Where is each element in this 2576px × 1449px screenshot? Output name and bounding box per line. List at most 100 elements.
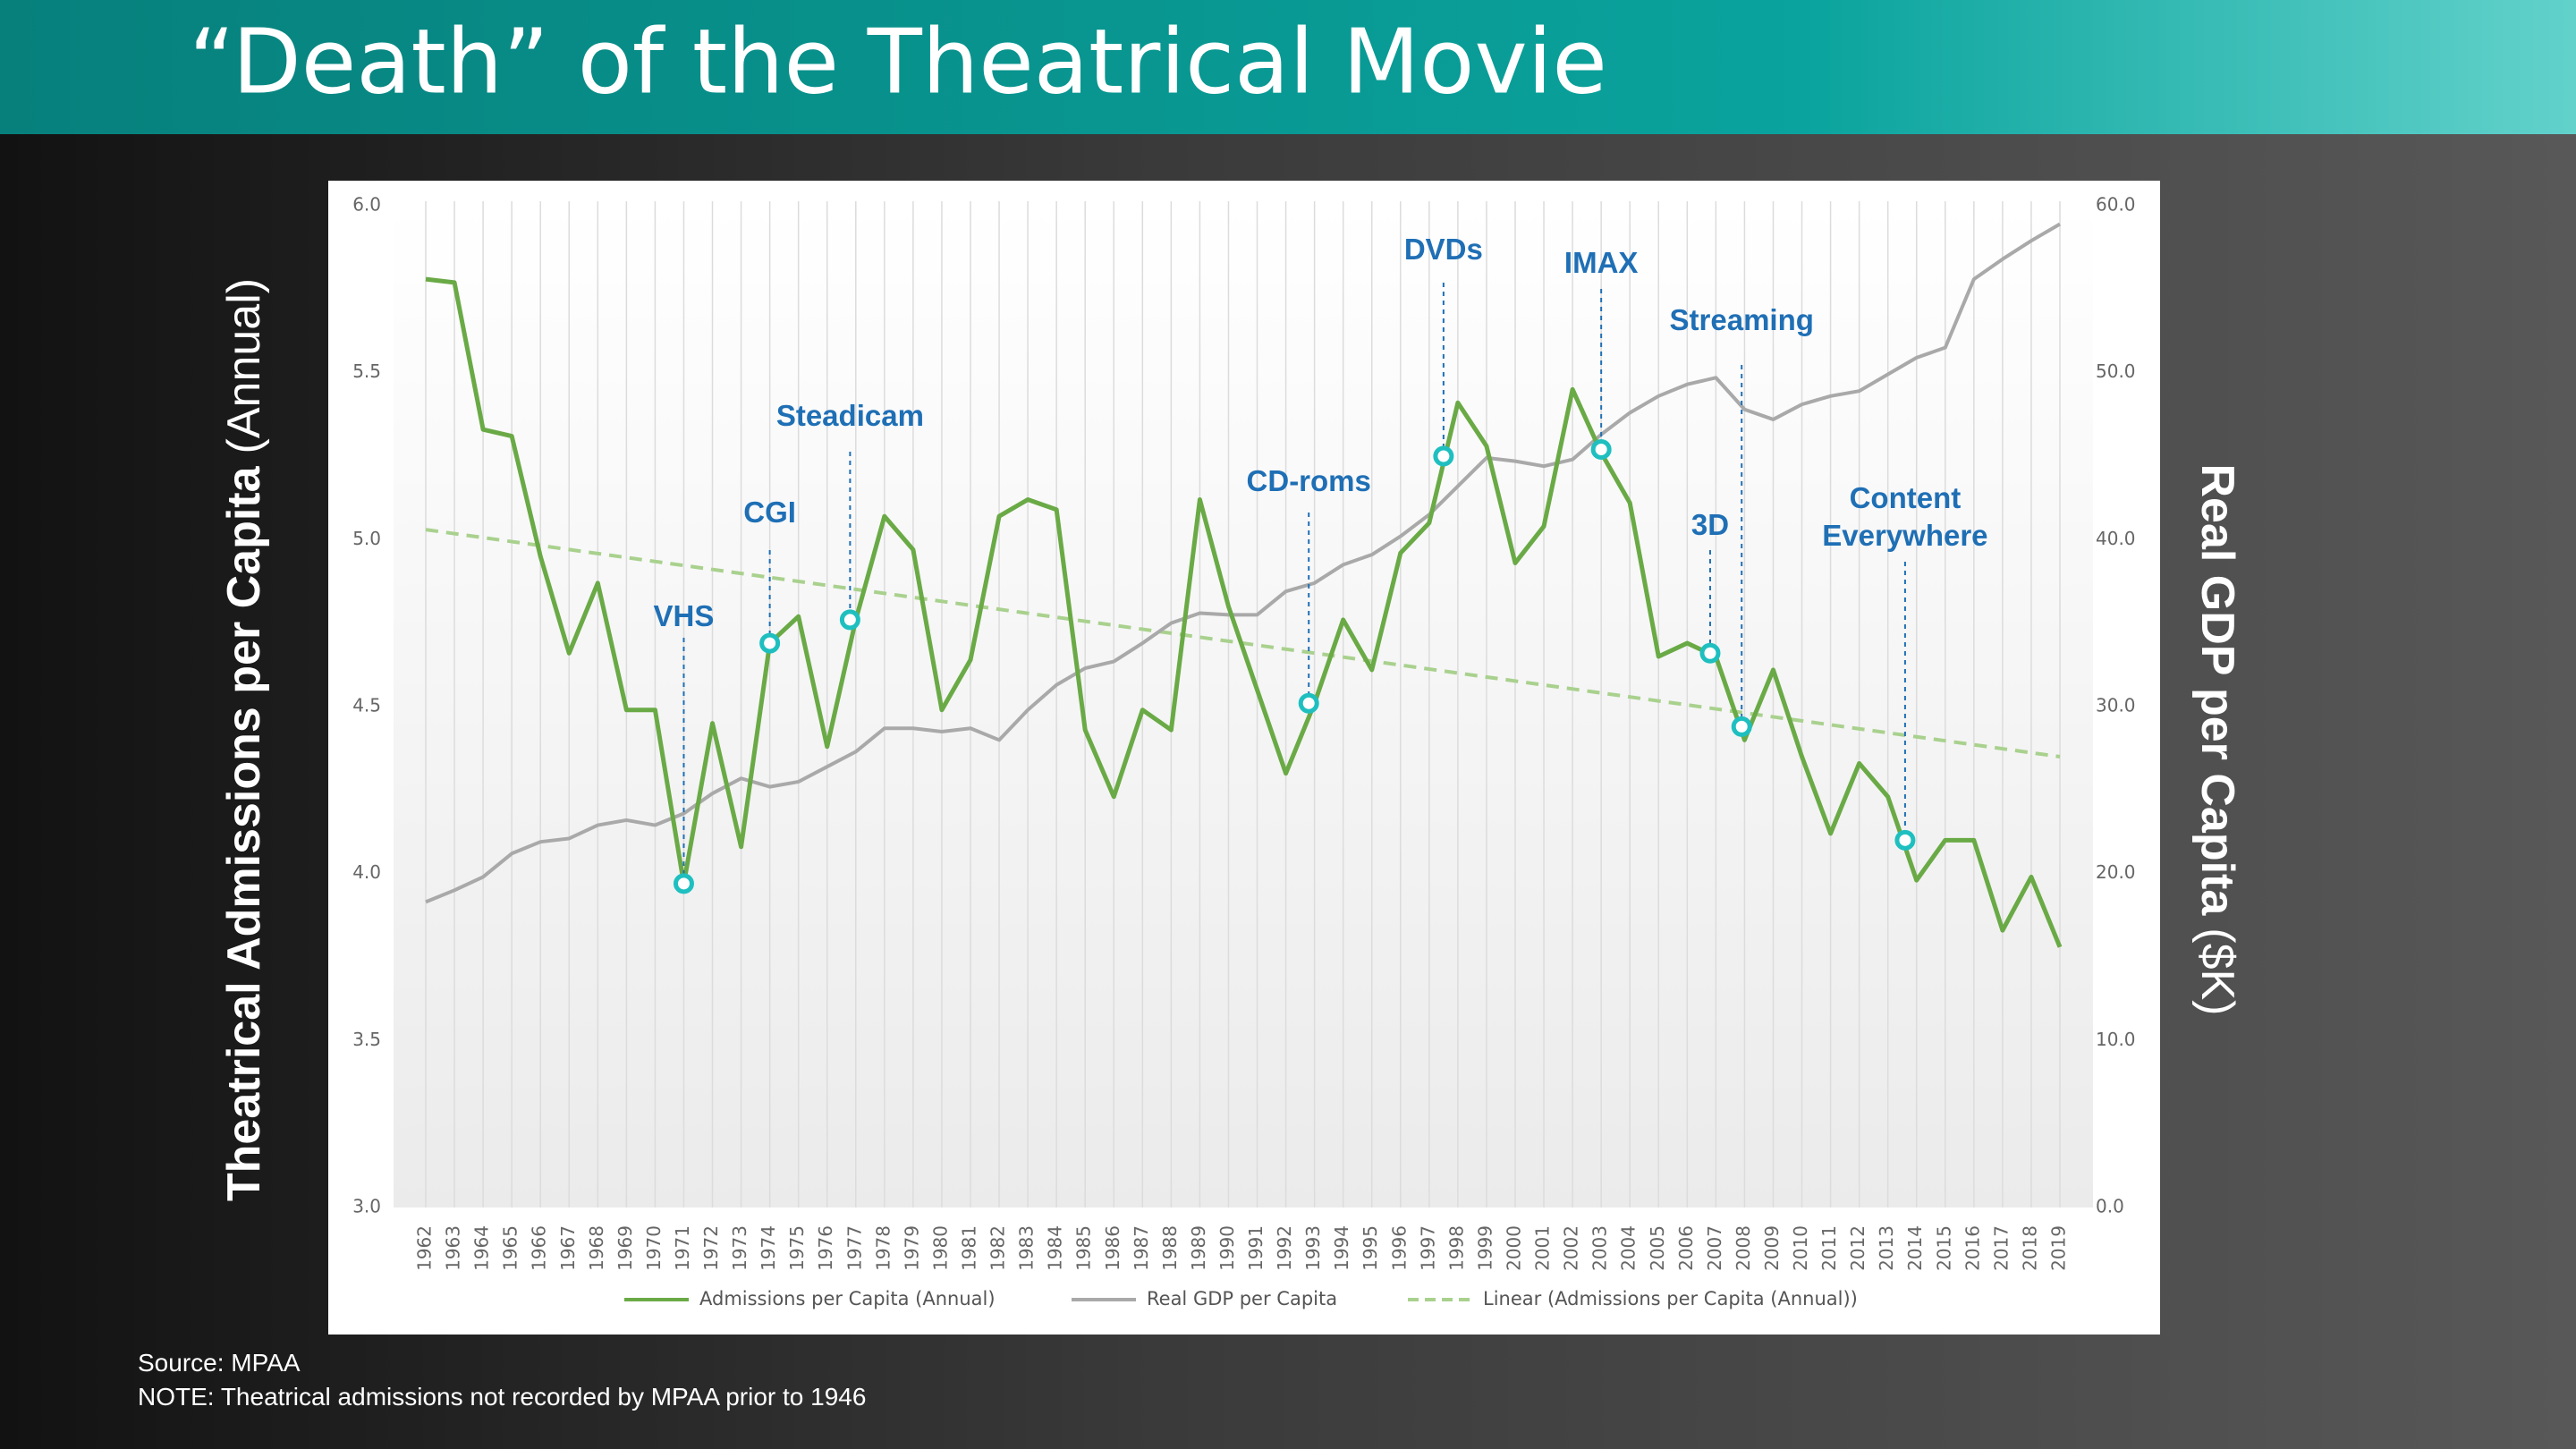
y2-tick-label: 30.0 bbox=[2096, 695, 2136, 716]
y-axis-label: Theatrical Admissions per Capita bbox=[218, 465, 270, 1201]
x-tick-label: 1973 bbox=[729, 1225, 750, 1271]
annotation-label: VHS bbox=[653, 599, 715, 632]
y2-axis-label: Real GDP per Capita bbox=[2191, 463, 2243, 916]
annotation-label: Streaming bbox=[1669, 303, 1814, 336]
x-tick-label: 1989 bbox=[1188, 1225, 1209, 1271]
x-tick-label: 2001 bbox=[1532, 1225, 1554, 1271]
x-tick-label: 1996 bbox=[1388, 1225, 1410, 1271]
x-tick-label: 1990 bbox=[1216, 1225, 1238, 1271]
x-tick-label: 1983 bbox=[1016, 1225, 1038, 1271]
x-tick-label: 1986 bbox=[1102, 1225, 1123, 1271]
legend-label: Linear (Admissions per Capita (Annual)) bbox=[1483, 1288, 1858, 1309]
x-tick-label: 1977 bbox=[843, 1225, 865, 1271]
x-tick-label: 1966 bbox=[529, 1225, 550, 1271]
x-tick-label: 1982 bbox=[987, 1225, 1009, 1271]
x-tick-label: 1994 bbox=[1331, 1225, 1352, 1271]
x-tick-label: 2008 bbox=[1733, 1225, 1754, 1271]
x-tick-label: 1981 bbox=[959, 1225, 980, 1271]
annotation-label: Steadicam bbox=[775, 399, 924, 432]
y2-tick-label: 50.0 bbox=[2096, 360, 2136, 382]
annotation-marker bbox=[1894, 829, 1916, 851]
x-tick-label: 1980 bbox=[929, 1225, 951, 1271]
y2-axis-unit: ($K) bbox=[2191, 928, 2243, 1015]
x-tick-label: 1991 bbox=[1245, 1225, 1267, 1271]
y2-tick-label: 10.0 bbox=[2096, 1029, 2136, 1050]
legend-label: Admissions per Capita (Annual) bbox=[699, 1288, 996, 1309]
x-tick-label: 2004 bbox=[1618, 1225, 1640, 1271]
x-tick-label: 2009 bbox=[1761, 1225, 1783, 1271]
title: “Death” of the Theatrical Movie bbox=[189, 9, 1607, 114]
x-tick-label: 2005 bbox=[1647, 1225, 1668, 1271]
x-tick-label: 1970 bbox=[643, 1225, 665, 1271]
x-tick-label: 1995 bbox=[1360, 1225, 1381, 1271]
x-tick-label: 2007 bbox=[1704, 1225, 1725, 1271]
annotation-label: IMAX bbox=[1563, 246, 1639, 279]
x-tick-label: 1965 bbox=[500, 1225, 521, 1271]
note: NOTE: Theatrical admissions not recorded… bbox=[138, 1383, 867, 1411]
y-tick-label: 5.0 bbox=[352, 528, 381, 549]
x-tick-label: 2013 bbox=[1876, 1225, 1897, 1271]
y2-tick-label: 20.0 bbox=[2096, 861, 2136, 883]
x-tick-label: 2002 bbox=[1561, 1225, 1582, 1271]
annotation-label: 3D bbox=[1690, 508, 1730, 541]
x-tick-label: 2012 bbox=[1847, 1225, 1868, 1271]
x-tick-label: 1998 bbox=[1445, 1225, 1467, 1271]
y-tick-label: 3.0 bbox=[352, 1196, 381, 1217]
source: Source: MPAA bbox=[138, 1349, 301, 1377]
x-tick-label: 1969 bbox=[614, 1225, 636, 1271]
y2-tick-label: 40.0 bbox=[2096, 528, 2136, 549]
x-tick-label: 2010 bbox=[1790, 1225, 1811, 1271]
x-tick-label: 1976 bbox=[815, 1225, 836, 1271]
x-tick-label: 1971 bbox=[672, 1225, 693, 1271]
x-tick-label: 2017 bbox=[1990, 1225, 2012, 1271]
y-tick-label: 5.5 bbox=[352, 360, 381, 382]
annotation-marker bbox=[759, 632, 781, 654]
x-tick-label: 1997 bbox=[1417, 1225, 1438, 1271]
x-tick-label: 1987 bbox=[1131, 1225, 1152, 1271]
x-tick-label: 2019 bbox=[2048, 1225, 2070, 1271]
annotation-marker bbox=[673, 873, 694, 894]
annotation-marker bbox=[1699, 642, 1721, 664]
y-tick-label: 4.0 bbox=[352, 861, 381, 883]
x-tick-label: 1964 bbox=[471, 1225, 493, 1271]
x-tick-label: 1962 bbox=[414, 1225, 436, 1271]
annotation-label: DVDs bbox=[1403, 233, 1483, 266]
series-line bbox=[425, 276, 2063, 948]
x-tick-label: 2016 bbox=[1962, 1225, 1983, 1271]
x-tick-label: 2003 bbox=[1589, 1225, 1611, 1271]
x-tick-label: 2011 bbox=[1818, 1225, 1840, 1271]
x-tick-label: 1993 bbox=[1302, 1225, 1324, 1271]
y-axis-unit: (Annual) bbox=[218, 278, 270, 454]
annotation-label: CD-roms bbox=[1246, 464, 1371, 497]
annotation-marker bbox=[1298, 692, 1319, 714]
x-tick-label: 2015 bbox=[1933, 1225, 1954, 1271]
x-tick-label: 1975 bbox=[786, 1225, 808, 1271]
y-axis-title: Theatrical Admissions per Capita (Annual) bbox=[218, 278, 270, 1201]
y-tick-label: 6.0 bbox=[352, 194, 381, 216]
x-tick-label: 2014 bbox=[1904, 1225, 1926, 1271]
annotation-marker bbox=[1590, 439, 1612, 461]
y2-tick-label: 60.0 bbox=[2096, 194, 2136, 216]
y2-tick-label: 0.0 bbox=[2096, 1196, 2124, 1217]
y2-axis-title: Real GDP per Capita ($K) bbox=[2191, 463, 2243, 1015]
x-tick-label: 1978 bbox=[872, 1225, 894, 1271]
x-tick-label: 1992 bbox=[1274, 1225, 1295, 1271]
annotation-marker bbox=[839, 609, 860, 631]
x-tick-label: 1988 bbox=[1159, 1225, 1181, 1271]
annotation-label: Content Everywhere bbox=[1822, 481, 1988, 552]
y-tick-label: 4.5 bbox=[352, 695, 381, 716]
plot-background bbox=[394, 201, 2093, 1208]
x-tick-label: 1963 bbox=[443, 1225, 464, 1271]
x-tick-label: 1967 bbox=[557, 1225, 579, 1271]
annotation-marker bbox=[1433, 445, 1454, 467]
x-tick-label: 1974 bbox=[758, 1225, 779, 1271]
x-tick-label: 1968 bbox=[586, 1225, 607, 1271]
x-tick-label: 2006 bbox=[1675, 1225, 1697, 1271]
x-tick-label: 1972 bbox=[700, 1225, 722, 1271]
x-tick-label: 1979 bbox=[901, 1225, 922, 1271]
annotation-marker bbox=[1731, 716, 1752, 737]
x-tick-label: 1999 bbox=[1474, 1225, 1496, 1271]
x-tick-label: 1985 bbox=[1073, 1225, 1095, 1271]
